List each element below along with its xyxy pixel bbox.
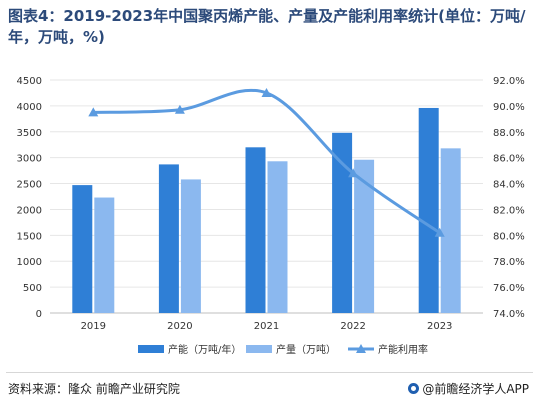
y-right-tick-label: 90.0% bbox=[493, 102, 525, 113]
bar-capacity bbox=[332, 132, 353, 313]
y-left-tick-label: 4000 bbox=[17, 102, 42, 113]
y-left-tick-label: 2500 bbox=[17, 180, 42, 191]
y-right-tick-label: 92.0% bbox=[493, 76, 525, 87]
y-left-tick-label: 500 bbox=[23, 283, 42, 294]
legend-swatch-rate-marker bbox=[356, 344, 366, 353]
y-left-tick-label: 3000 bbox=[17, 154, 42, 165]
source-note: 资料来源：隆众 前瞻产业研究院 bbox=[8, 382, 180, 396]
y-right-tick-label: 84.0% bbox=[493, 180, 525, 191]
rate-marker bbox=[88, 107, 99, 117]
x-tick-label: 2023 bbox=[427, 321, 452, 332]
footer-divider bbox=[6, 372, 533, 373]
x-tick-label: 2022 bbox=[340, 321, 365, 332]
y-right-tick-label: 86.0% bbox=[493, 154, 525, 165]
y-left-tick-label: 3500 bbox=[17, 128, 42, 139]
x-tick-label: 2019 bbox=[81, 321, 106, 332]
bar-output bbox=[354, 159, 375, 313]
rate-marker bbox=[348, 168, 359, 178]
line-series bbox=[88, 87, 445, 237]
y-right-tick-label: 80.0% bbox=[493, 231, 525, 242]
bar-capacity bbox=[72, 185, 93, 313]
x-tick-label: 2020 bbox=[167, 321, 192, 332]
brand-logo-icon bbox=[408, 383, 420, 394]
right-axis: 74.0% 76.0% 78.0% 80.0% 82.0% 84.0% 86.0% 88.0%… bbox=[493, 76, 525, 320]
rate-marker bbox=[434, 227, 445, 237]
y-right-tick-label: 88.0% bbox=[493, 128, 525, 139]
legend-swatch-output bbox=[246, 345, 272, 353]
y-left-tick-label: 1000 bbox=[17, 257, 42, 268]
brand-mark: @前瞻经济学人APP bbox=[408, 380, 529, 397]
bar-output bbox=[180, 179, 201, 313]
y-right-tick-label: 82.0% bbox=[493, 205, 525, 216]
y-right-tick-label: 74.0% bbox=[493, 309, 525, 320]
bar-output bbox=[440, 148, 461, 313]
legend-label-capacity: 产能（万吨/年） bbox=[168, 343, 241, 356]
y-right-tick-label: 76.0% bbox=[493, 283, 525, 294]
brand-label: @前瞻经济学人APP bbox=[422, 382, 529, 396]
y-left-tick-label: 4500 bbox=[17, 76, 42, 87]
x-tick-label: 2021 bbox=[254, 321, 279, 332]
y-right-tick-label: 78.0% bbox=[493, 257, 525, 268]
rate-marker bbox=[261, 87, 272, 97]
legend-label-output: 产量（万吨） bbox=[276, 343, 336, 356]
bar-output bbox=[94, 197, 115, 313]
y-left-tick-label: 2000 bbox=[17, 205, 42, 216]
chart-title: 图表4：2019-2023年中国聚丙烯产能、产量及产能利用率统计(单位：万吨/年… bbox=[8, 7, 526, 46]
y-left-tick-label: 1500 bbox=[17, 231, 42, 242]
bar-capacity bbox=[245, 147, 266, 313]
legend-label-rate: 产能利用率 bbox=[378, 343, 428, 356]
x-axis-labels: 2019 2020 2021 2022 2023 bbox=[81, 321, 453, 332]
rate-marker bbox=[174, 104, 185, 114]
bar-series bbox=[72, 107, 461, 314]
legend-swatch-capacity bbox=[138, 345, 164, 353]
rate-line bbox=[93, 88, 441, 234]
bar-output bbox=[267, 161, 288, 313]
bar-capacity bbox=[158, 164, 179, 313]
left-axis: 0 500 1000 1500 2000 2500 3000 3500 4000 4500 bbox=[17, 76, 42, 320]
y-left-tick-label: 0 bbox=[36, 309, 42, 320]
grid-lines bbox=[50, 79, 483, 314]
legend: 产能（万吨/年） 产量（万吨） 产能利用率 bbox=[138, 343, 428, 356]
bar-capacity bbox=[418, 107, 439, 314]
